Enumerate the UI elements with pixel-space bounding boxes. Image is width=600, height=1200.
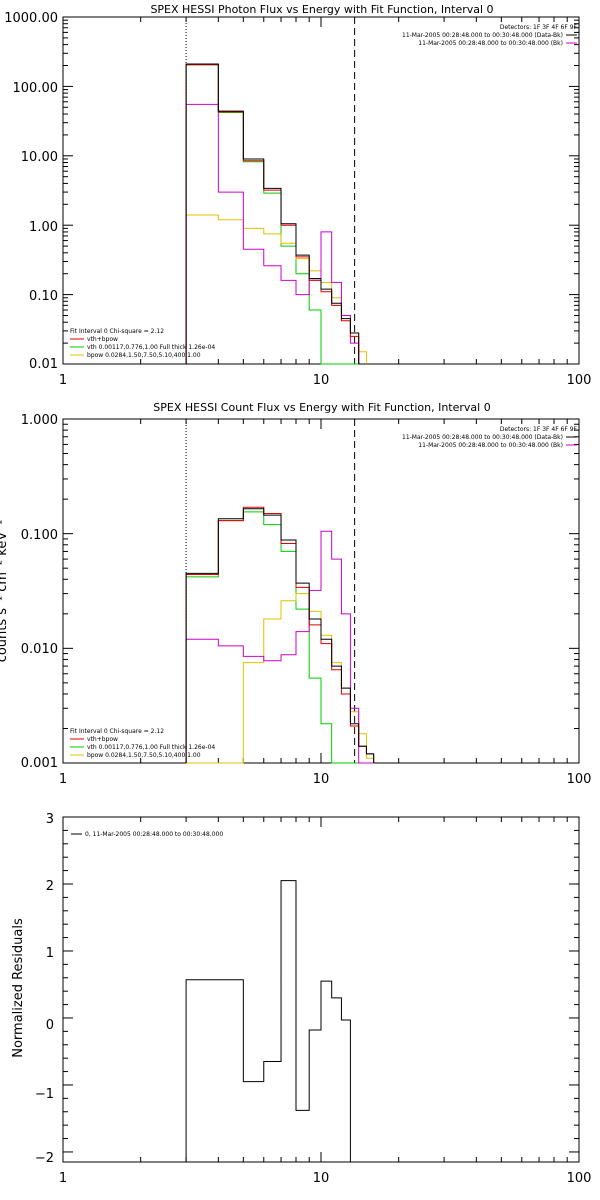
residuals-xtick-label: 10 xyxy=(313,1171,330,1186)
photon-data-series xyxy=(185,63,367,365)
count-fit-legend: Fit Interval 0 Chi-square = 2.12 vth+bpo… xyxy=(70,728,215,759)
count-xtick-label: 100 xyxy=(567,772,592,787)
photon-axes xyxy=(62,17,579,365)
residuals-ytick-label: −2 xyxy=(35,1151,54,1166)
photon-ytick-label: 100.00 xyxy=(13,81,59,96)
photon-xtick-label: 100 xyxy=(567,373,592,388)
count-ytick-label: 1.000 xyxy=(21,413,58,428)
residuals-ytick-label: 2 xyxy=(46,879,54,894)
photon-total-fit-series xyxy=(185,64,367,365)
count-bk-interval-text: 11-Mar-2005 00:28:48.000 to 00:30:48.000… xyxy=(418,442,563,449)
count-plot-area xyxy=(185,419,375,764)
count-ytick-label: 0.100 xyxy=(21,528,58,543)
photon-header: Detectors: 1F 3F 4F 6F 9F 11-Mar-2005 00… xyxy=(402,24,578,47)
photon-plot-area xyxy=(185,17,367,365)
residuals-ytick-label: −1 xyxy=(35,1087,54,1102)
photon-bk-interval-text: 11-Mar-2005 00:28:48.000 to 00:30:48.000… xyxy=(418,40,563,47)
photon-detectors-text: Detectors: 1F 3F 4F 6F 9F xyxy=(500,24,578,31)
count-y-axis-label: counts s⁻¹ cm⁻² keV⁻¹ xyxy=(0,520,10,663)
count-bpow-legend-label: bpow 0.0284,1.50,7.50,5.10,400,1.00 xyxy=(87,752,201,759)
count-ytick-label: 0.010 xyxy=(21,642,58,657)
photon-bpow-legend-label: bpow 0.0284,1.50,7.50,5.10,400,1.00 xyxy=(87,352,201,359)
residuals-y-axis-label: Normalized Residuals xyxy=(11,918,26,1058)
photon-bpow-series xyxy=(185,214,367,364)
photon-xtick-label: 1 xyxy=(59,373,67,388)
count-fit-interval-text: Fit Interval 0 Chi-square = 2.12 xyxy=(70,728,164,735)
photon-vth-legend-label: vth 0.00117,0.776,1.00 Full thick 1.26e-… xyxy=(87,344,215,351)
count-ytick-label: 0.001 xyxy=(21,756,58,771)
count-xtick-label: 1 xyxy=(59,772,67,787)
photon-ytick-label: 1000.00 xyxy=(4,11,58,26)
photon-chart-title: SPEX HESSI Photon Flux vs Energy with Fi… xyxy=(150,3,493,16)
photon-vth-series xyxy=(185,64,367,365)
count-detectors-text: Detectors: 1F 3F 4F 6F 9F xyxy=(500,426,578,433)
residuals-xtick-label: 100 xyxy=(567,1171,592,1186)
photon-data-interval-text: 11-Mar-2005 00:28:48.000 to 00:30:48.000… xyxy=(402,32,563,39)
count-header: Detectors: 1F 3F 4F 6F 9F 11-Mar-2005 00… xyxy=(402,426,578,449)
photon-ytick-label: 0.01 xyxy=(29,357,58,372)
photon-flux-panel: SPEX HESSI Photon Flux vs Energy with Fi… xyxy=(4,3,591,388)
photon-fit-interval-text: Fit Interval 0 Chi-square = 2.12 xyxy=(70,328,164,335)
count-background-series xyxy=(185,530,374,764)
count-vth-series xyxy=(185,511,374,764)
count-data-series xyxy=(185,508,375,763)
count-vth-legend-label: vth 0.00117,0.776,1.00 Full thick 1.26e-… xyxy=(87,744,215,751)
residuals-legend-label: 0, 11-Mar-2005 00:28:48.000 to 00:30:48.… xyxy=(85,831,223,838)
photon-ytick-label: 0.10 xyxy=(29,289,58,304)
residuals-plot-area xyxy=(185,880,351,1162)
residuals-ytick-label: 3 xyxy=(46,812,54,827)
photon-xtick-label: 10 xyxy=(313,373,330,388)
photon-fit-legend-label: vth+bpow xyxy=(87,336,118,343)
photon-ytick-label: 10.00 xyxy=(21,150,58,165)
residuals-panel: 3 2 1 0 −1 −2 1 10 100 Normalized Residu… xyxy=(11,812,591,1186)
photon-background-series xyxy=(185,103,367,365)
photon-fit-legend: Fit Interval 0 Chi-square = 2.12 vth+bpo… xyxy=(70,328,215,359)
residuals-ytick-label: 0 xyxy=(46,1018,54,1033)
count-bpow-series xyxy=(186,593,375,764)
count-chart-title: SPEX HESSI Count Flux vs Energy with Fit… xyxy=(153,401,490,414)
count-xtick-label: 10 xyxy=(313,772,330,787)
count-total-fit-series xyxy=(185,506,375,763)
count-flux-panel: SPEX HESSI Count Flux vs Energy with Fit… xyxy=(0,401,591,787)
count-data-interval-text: 11-Mar-2005 00:28:48.000 to 00:30:48.000… xyxy=(402,434,563,441)
photon-ytick-label: 1.00 xyxy=(29,220,58,235)
residuals-axes xyxy=(62,817,579,1162)
count-fit-legend-label: vth+bpow xyxy=(87,736,118,743)
residuals-ytick-label: 1 xyxy=(46,946,54,961)
residuals-data-series xyxy=(185,880,351,1162)
residuals-xtick-label: 1 xyxy=(59,1171,67,1186)
